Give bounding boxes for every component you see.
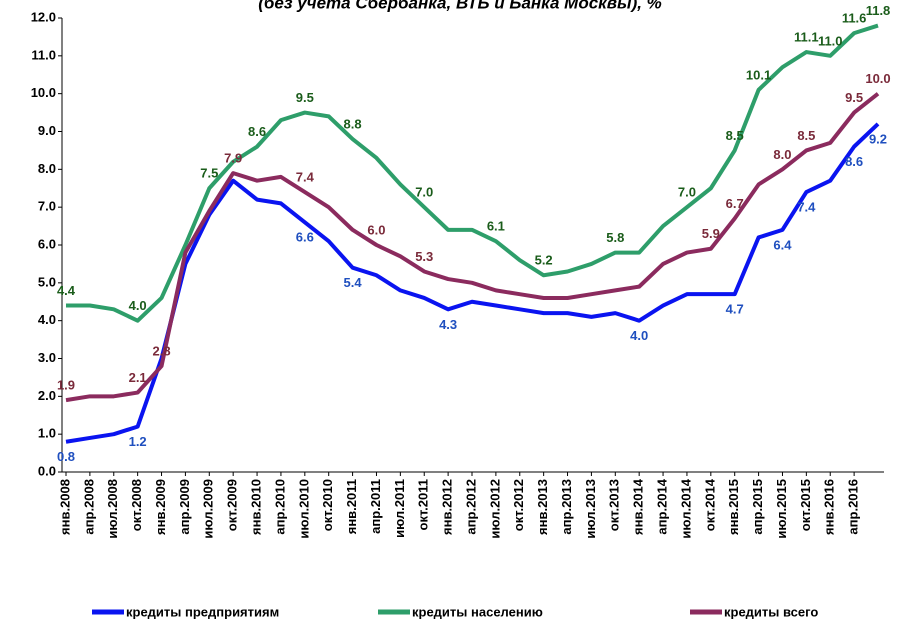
y-tick-label: 8.0 [38, 161, 56, 176]
x-tick-label: апр.2008 [81, 479, 96, 535]
data-label: 5.2 [535, 253, 553, 268]
data-label: 6.6 [296, 230, 314, 245]
x-tick-label: июл.2012 [487, 479, 502, 539]
data-label: 8.8 [344, 117, 362, 132]
data-label: 4.4 [57, 283, 76, 298]
y-tick-label: 1.0 [38, 426, 56, 441]
x-tick-label: июл.2010 [296, 479, 311, 539]
data-label: 8.5 [797, 128, 815, 143]
data-label: 2.8 [152, 344, 170, 359]
x-tick-label: янв.2008 [57, 479, 72, 535]
x-tick-label: окт.2011 [416, 479, 431, 531]
data-label: 5.4 [344, 275, 363, 290]
x-tick-label: янв.2013 [535, 479, 550, 535]
data-label: 6.1 [487, 219, 505, 234]
x-tick-label: июл.2013 [583, 479, 598, 539]
data-label: 1.9 [57, 378, 75, 393]
y-tick-label: 4.0 [38, 312, 56, 327]
data-label: 7.0 [415, 185, 433, 200]
data-label: 4.7 [726, 302, 744, 317]
data-label: 4.0 [630, 328, 648, 343]
x-tick-label: апр.2016 [846, 479, 861, 535]
data-label: 9.2 [869, 131, 887, 146]
data-label: 4.0 [129, 298, 147, 313]
x-tick-label: окт.2014 [702, 478, 717, 531]
data-label: 7.4 [797, 199, 816, 214]
x-tick-label: окт.2010 [320, 479, 335, 531]
data-label: 5.8 [606, 230, 624, 245]
data-label: 7.9 [224, 151, 242, 166]
data-label: 11.0 [818, 33, 843, 48]
data-label: 11.6 [842, 11, 867, 26]
x-tick-label: окт.2009 [225, 479, 240, 531]
data-label: 6.0 [367, 222, 385, 237]
x-tick-label: янв.2016 [822, 479, 837, 535]
data-label: 7.5 [200, 166, 218, 181]
data-label: 9.5 [845, 90, 863, 105]
x-tick-label: апр.2010 [272, 479, 287, 535]
x-tick-label: июл.2008 [105, 479, 120, 539]
data-label: 11.8 [866, 3, 891, 18]
series-line [65, 92, 880, 403]
data-label: 11.1 [794, 29, 819, 44]
legend-label: кредиты населению [412, 604, 543, 619]
data-label: 7.0 [678, 185, 696, 200]
y-tick-label: 7.0 [38, 199, 56, 214]
y-tick-label: 10.0 [31, 85, 56, 100]
x-tick-label: июл.2015 [774, 479, 789, 539]
y-tick-label: 5.0 [38, 274, 56, 289]
data-label: 9.5 [296, 90, 314, 105]
data-label: 2.1 [129, 370, 147, 385]
x-tick-label: янв.2011 [344, 479, 359, 534]
data-label: 8.6 [248, 124, 266, 139]
x-tick-label: окт.2013 [607, 479, 622, 531]
y-tick-label: 2.0 [38, 388, 56, 403]
data-label: 1.2 [129, 434, 147, 449]
series-line [65, 122, 880, 444]
legend-label: кредиты всего [724, 604, 818, 619]
x-tick-label: апр.2013 [559, 479, 574, 535]
y-tick-label: 12.0 [31, 9, 56, 24]
data-label: 10.0 [865, 71, 890, 86]
y-tick-label: 6.0 [38, 236, 56, 251]
data-label: 4.3 [439, 317, 457, 332]
series-line [66, 23, 879, 323]
x-tick-label: июл.2009 [201, 479, 216, 539]
x-tick-label: янв.2015 [726, 479, 741, 535]
x-tick-label: окт.2012 [511, 479, 526, 531]
y-tick-label: 9.0 [38, 123, 56, 138]
x-tick-label: апр.2014 [654, 478, 669, 534]
x-tick-label: окт.2015 [798, 479, 813, 531]
y-tick-label: 0.0 [38, 463, 56, 478]
x-tick-label: апр.2011 [368, 479, 383, 534]
x-tick-label: апр.2009 [177, 479, 192, 535]
data-label: 8.0 [773, 147, 791, 162]
data-label: 7.4 [296, 169, 315, 184]
x-tick-label: апр.2015 [750, 479, 765, 535]
x-tick-label: янв.2012 [440, 479, 455, 535]
data-label: 6.4 [773, 237, 792, 252]
data-label: 8.6 [845, 154, 863, 169]
y-tick-label: 3.0 [38, 350, 56, 365]
data-label: 5.3 [415, 249, 433, 264]
data-label: 0.8 [57, 449, 75, 464]
data-label: 8.5 [726, 128, 744, 143]
x-tick-label: июл.2011 [392, 479, 407, 538]
x-tick-label: окт.2008 [129, 479, 144, 531]
x-tick-label: янв.2010 [248, 479, 263, 535]
chart-title: (без учета Сбербанка, ВТБ и Банка Москвы… [258, 0, 662, 12]
data-label: 6.7 [726, 196, 744, 211]
data-label: 5.9 [702, 226, 720, 241]
x-tick-label: июл.2014 [678, 478, 693, 538]
y-tick-label: 11.0 [31, 47, 56, 62]
legend-label: кредиты предприятиям [126, 604, 279, 619]
x-tick-label: апр.2012 [463, 479, 478, 535]
x-tick-label: янв.2009 [153, 479, 168, 535]
x-tick-label: янв.2014 [631, 478, 646, 535]
data-label: 10.1 [746, 67, 771, 82]
